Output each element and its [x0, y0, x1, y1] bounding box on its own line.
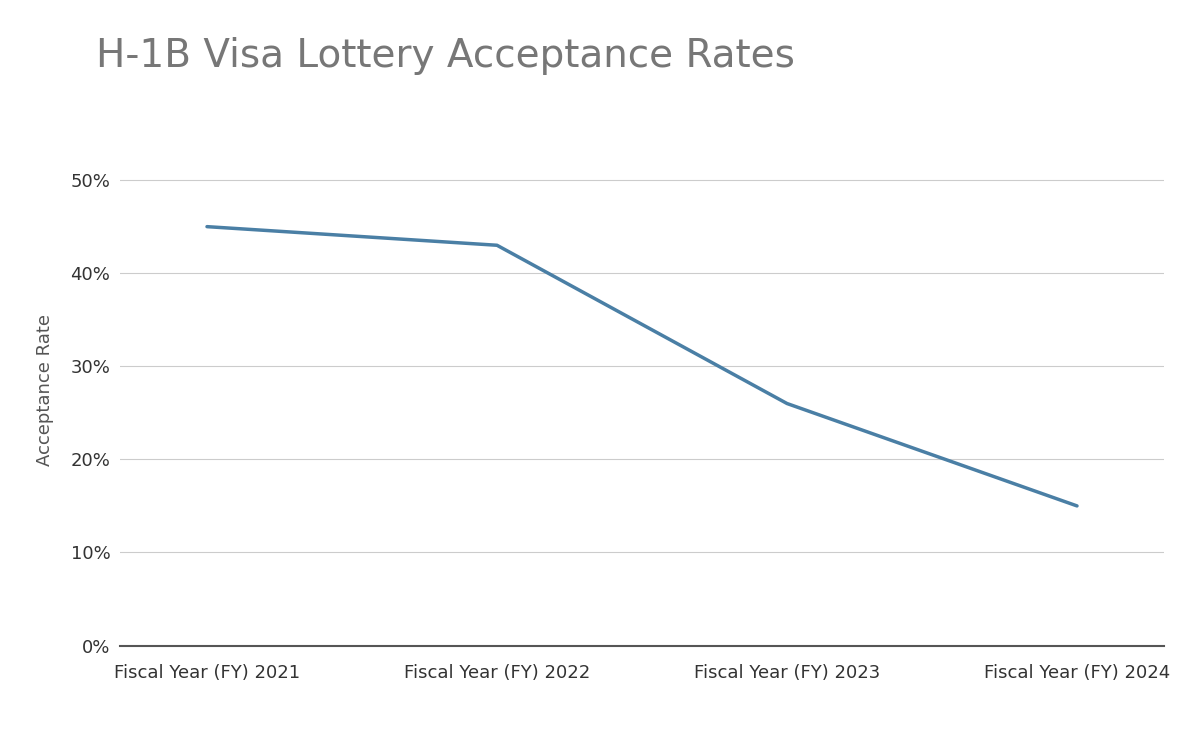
Y-axis label: Acceptance Rate: Acceptance Rate	[36, 314, 54, 465]
Text: H-1B Visa Lottery Acceptance Rates: H-1B Visa Lottery Acceptance Rates	[96, 37, 794, 75]
